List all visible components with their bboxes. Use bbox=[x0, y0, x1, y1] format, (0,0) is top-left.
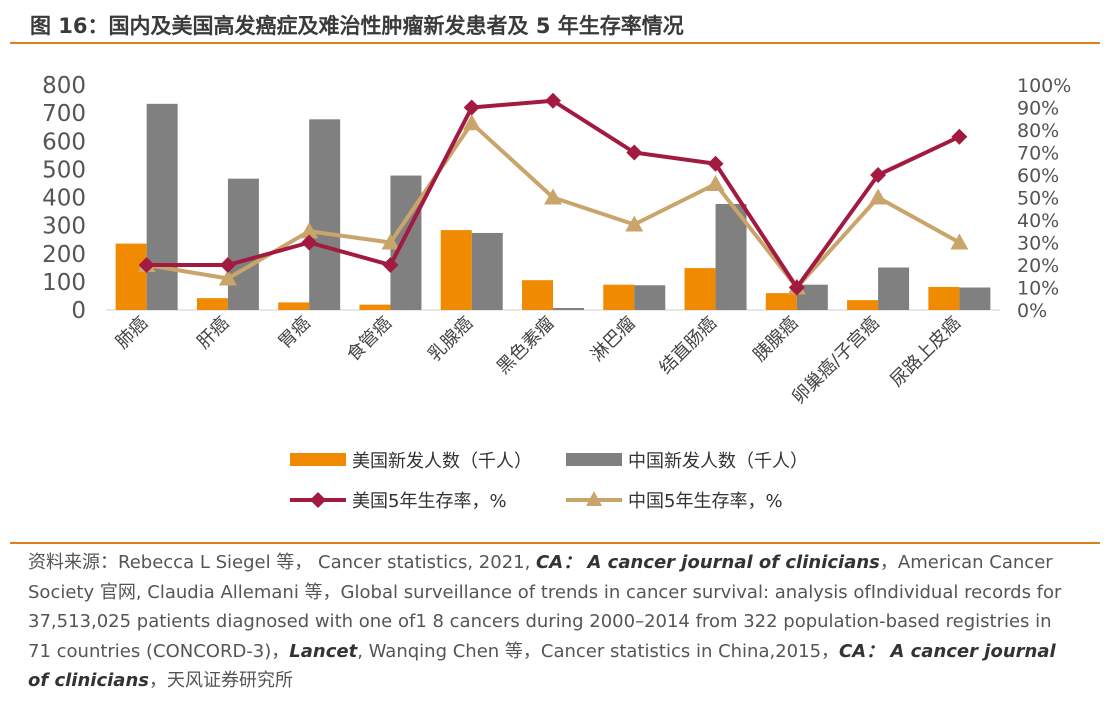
category-label: 肝癌 bbox=[193, 313, 233, 353]
legend-marker-cn-triangle bbox=[586, 491, 602, 506]
right-tick-label: 40% bbox=[1017, 210, 1059, 232]
right-axis-ticks: 0%10%20%30%40%50%60%70%80%90%100% bbox=[1017, 75, 1071, 322]
line-group bbox=[137, 92, 969, 296]
category-label: 胰腺癌 bbox=[749, 313, 802, 366]
category-label: 肺癌 bbox=[112, 313, 152, 353]
legend-label-us-line: 美国5年生存率，% bbox=[352, 491, 507, 512]
legend-swatch-us-bars bbox=[290, 453, 346, 466]
marker-us-survival bbox=[626, 144, 643, 161]
bar-group bbox=[115, 103, 991, 310]
bar-us-new-cases bbox=[522, 280, 553, 310]
bar-us-new-cases bbox=[684, 268, 716, 310]
bar-us-new-cases bbox=[359, 304, 391, 310]
legend-marker-us-diamond bbox=[310, 492, 326, 508]
left-tick-label: 0 bbox=[71, 298, 86, 324]
source-journal-2: Lancet bbox=[289, 640, 358, 662]
legend: 美国新发人数（千人） 中国新发人数（千人） 美国5年生存率，% 中国5年生存率，… bbox=[290, 451, 808, 512]
right-tick-label: 30% bbox=[1017, 233, 1059, 255]
marker-cn-survival bbox=[218, 269, 237, 286]
left-tick-label: 800 bbox=[42, 73, 86, 99]
bar-us-new-cases bbox=[765, 293, 797, 310]
right-tick-label: 20% bbox=[1017, 255, 1059, 277]
left-tick-label: 700 bbox=[42, 101, 86, 127]
source-note: 资料来源：Rebecca L Siegel 等， Cancer statisti… bbox=[28, 548, 1068, 696]
marker-cn-survival bbox=[950, 233, 969, 250]
source-journal-3: CA： A cancer journal of clinicians bbox=[28, 640, 1056, 692]
bar-cn-new-cases bbox=[146, 103, 178, 310]
bar-us-new-cases bbox=[603, 284, 635, 310]
category-label: 尿路上皮癌 bbox=[886, 313, 964, 391]
source-part-3: , Wanqing Chen 等，Cancer statistics in Ch… bbox=[357, 640, 840, 662]
marker-us-survival bbox=[138, 257, 155, 273]
bar-us-new-cases bbox=[278, 302, 310, 310]
left-tick-label: 100 bbox=[42, 270, 86, 296]
figure-title: 图 16：国内及美国高发癌症及难治性肿瘤新发患者及 5 年生存率情况 bbox=[30, 14, 684, 38]
right-tick-label: 10% bbox=[1017, 278, 1059, 300]
marker-us-survival bbox=[301, 234, 318, 251]
marker-us-survival bbox=[951, 128, 968, 145]
category-label: 食管癌 bbox=[343, 313, 396, 366]
bar-us-new-cases bbox=[440, 230, 472, 310]
marker-cn-survival bbox=[706, 175, 725, 191]
right-tick-label: 100% bbox=[1017, 75, 1071, 97]
right-tick-label: 60% bbox=[1017, 165, 1059, 187]
marker-us-survival bbox=[788, 279, 805, 296]
line-cn-survival bbox=[146, 121, 961, 290]
marker-cn-survival bbox=[869, 188, 888, 205]
marker-us-survival bbox=[707, 155, 724, 172]
top-divider bbox=[10, 42, 1100, 44]
right-tick-label: 80% bbox=[1017, 120, 1059, 142]
category-label: 黑色素瘤 bbox=[493, 313, 559, 379]
bar-us-new-cases bbox=[196, 298, 228, 310]
bar-us-new-cases bbox=[115, 243, 147, 310]
source-suffix: ，天风证券研究所 bbox=[148, 670, 293, 691]
left-tick-label: 500 bbox=[42, 157, 86, 183]
category-label: 胃癌 bbox=[274, 313, 314, 353]
marker-us-survival bbox=[463, 99, 480, 116]
left-tick-label: 300 bbox=[42, 214, 86, 240]
left-tick-label: 600 bbox=[42, 129, 86, 155]
left-tick-label: 400 bbox=[42, 186, 86, 212]
marker-cn-survival bbox=[544, 188, 562, 205]
left-tick-label: 200 bbox=[42, 242, 86, 268]
bar-us-new-cases bbox=[928, 286, 960, 310]
source-part-2: ，American Cancer Society 官网, Claudia All… bbox=[28, 552, 1062, 662]
legend-label-us-bars: 美国新发人数（千人） bbox=[352, 451, 532, 472]
right-tick-label: 90% bbox=[1017, 98, 1059, 120]
marker-us-survival bbox=[382, 257, 399, 273]
bottom-divider bbox=[10, 542, 1100, 544]
marker-us-survival bbox=[870, 167, 887, 183]
bar-cn-new-cases bbox=[959, 287, 991, 310]
marker-us-survival bbox=[545, 92, 561, 109]
legend-label-cn-line: 中国5年生存率，% bbox=[628, 491, 783, 512]
bar-cn-new-cases bbox=[634, 285, 666, 310]
bar-cn-new-cases bbox=[878, 267, 910, 310]
right-tick-label: 70% bbox=[1017, 143, 1059, 165]
marker-cn-survival bbox=[300, 222, 319, 239]
category-label: 卵巢癌/子宫癌 bbox=[788, 313, 884, 409]
marker-cn-survival bbox=[625, 215, 644, 232]
bar-cn-new-cases bbox=[715, 203, 747, 310]
source-prefix: 资料来源：Rebecca L Siegel 等， Cancer statisti… bbox=[28, 552, 537, 573]
right-tick-label: 0% bbox=[1017, 300, 1047, 322]
category-label: 淋巴瘤 bbox=[587, 313, 640, 366]
marker-cn-survival bbox=[381, 233, 400, 250]
category-label: 结直肠癌 bbox=[655, 313, 721, 379]
bar-cn-new-cases bbox=[227, 178, 259, 310]
bar-cn-new-cases bbox=[309, 119, 341, 310]
right-tick-label: 50% bbox=[1017, 188, 1059, 210]
bar-cn-new-cases bbox=[471, 232, 503, 310]
marker-us-survival bbox=[219, 257, 236, 273]
bar-cn-new-cases bbox=[553, 308, 584, 310]
legend-label-cn-bars: 中国新发人数（千人） bbox=[628, 451, 808, 472]
source-journal-1: CA： A cancer journal of clinicians bbox=[536, 552, 880, 573]
marker-cn-survival bbox=[462, 114, 481, 131]
legend-swatch-cn-bars bbox=[566, 453, 622, 466]
bar-us-new-cases bbox=[847, 300, 879, 310]
category-label: 乳腺癌 bbox=[424, 313, 477, 366]
